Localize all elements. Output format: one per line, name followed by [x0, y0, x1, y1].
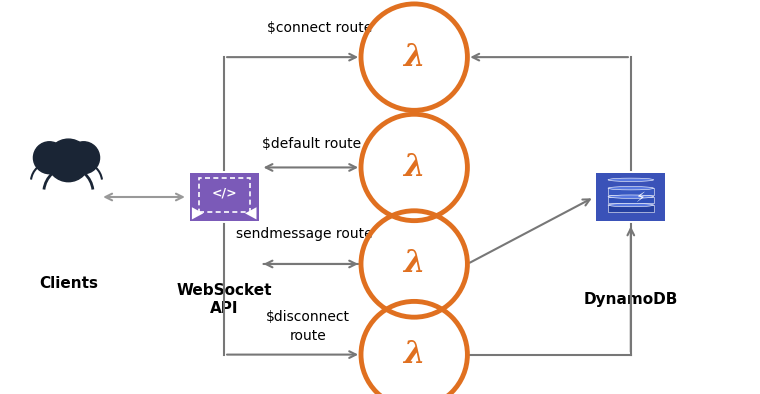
FancyBboxPatch shape — [608, 205, 654, 212]
Text: ⚡: ⚡ — [636, 191, 645, 205]
FancyBboxPatch shape — [190, 173, 258, 221]
Text: $default route: $default route — [262, 137, 361, 151]
Text: λ: λ — [404, 249, 425, 279]
FancyBboxPatch shape — [608, 188, 654, 195]
Polygon shape — [245, 207, 256, 219]
Ellipse shape — [608, 195, 654, 198]
Text: λ: λ — [404, 42, 425, 72]
Ellipse shape — [608, 186, 654, 190]
Text: λ: λ — [404, 339, 425, 370]
FancyBboxPatch shape — [608, 197, 654, 203]
Text: Clients: Clients — [39, 276, 98, 291]
Text: WebSocket
API: WebSocket API — [176, 282, 272, 316]
Text: sendmessage route: sendmessage route — [236, 227, 372, 242]
Text: $disconnect: $disconnect — [266, 310, 350, 324]
Ellipse shape — [608, 203, 654, 207]
Text: route: route — [290, 329, 326, 343]
Text: </>: </> — [211, 186, 237, 199]
Polygon shape — [192, 207, 204, 219]
FancyBboxPatch shape — [596, 173, 666, 221]
Text: $connect route: $connect route — [267, 20, 372, 35]
Text: DynamoDB: DynamoDB — [584, 292, 678, 307]
Ellipse shape — [68, 142, 100, 174]
Ellipse shape — [47, 139, 90, 182]
Text: λ: λ — [404, 152, 425, 183]
Ellipse shape — [33, 142, 65, 174]
Ellipse shape — [608, 178, 654, 182]
